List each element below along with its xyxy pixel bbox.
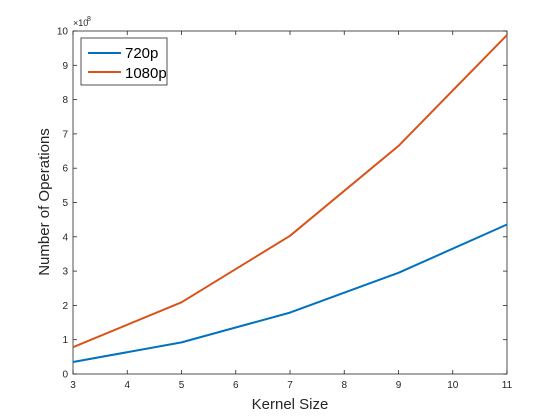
series-line-1080p [72, 34, 508, 349]
x-tick-label: 6 [233, 380, 239, 391]
x-tick-label: 3 [70, 380, 76, 391]
legend: 720p 1080p [80, 37, 168, 86]
y-tick-label: 9 [62, 61, 68, 72]
series-line-720p [72, 223, 508, 363]
y-tick-label: 10 [57, 27, 69, 38]
y-exponent-power: 8 [87, 16, 91, 23]
x-tick-label: 8 [341, 380, 347, 391]
y-tick-label: 4 [62, 232, 68, 243]
x-tick-label: 5 [179, 380, 185, 391]
y-tick-label: 8 [62, 95, 68, 106]
series-lines [72, 34, 508, 363]
y-exponent-base: ×10 [73, 18, 88, 28]
y-tick-label: 7 [62, 129, 68, 140]
x-axis-label: Kernel Size [252, 396, 329, 413]
x-tick-label: 4 [124, 380, 130, 391]
x-tick-label: 7 [287, 380, 293, 391]
x-tick-label: 10 [447, 380, 459, 391]
legend-label-720p: 720p [125, 45, 158, 62]
y-tick-label: 0 [62, 370, 68, 381]
legend-box [80, 37, 168, 86]
y-axis-label: Number of Operations [36, 128, 53, 276]
legend-label-1080p: 1080p [125, 65, 167, 82]
y-tick-label: 2 [62, 301, 68, 312]
ticks: 3 4 5 6 7 8 9 10 11 0 1 2 3 4 5 6 7 8 9 10 [57, 27, 513, 392]
x-tick-label: 11 [502, 380, 513, 391]
x-tick-label: 9 [396, 380, 402, 391]
y-tick-label: 1 [62, 335, 68, 346]
y-tick-label: 3 [62, 267, 68, 278]
y-tick-label: 5 [62, 198, 68, 209]
y-tick-label: 6 [62, 164, 68, 175]
